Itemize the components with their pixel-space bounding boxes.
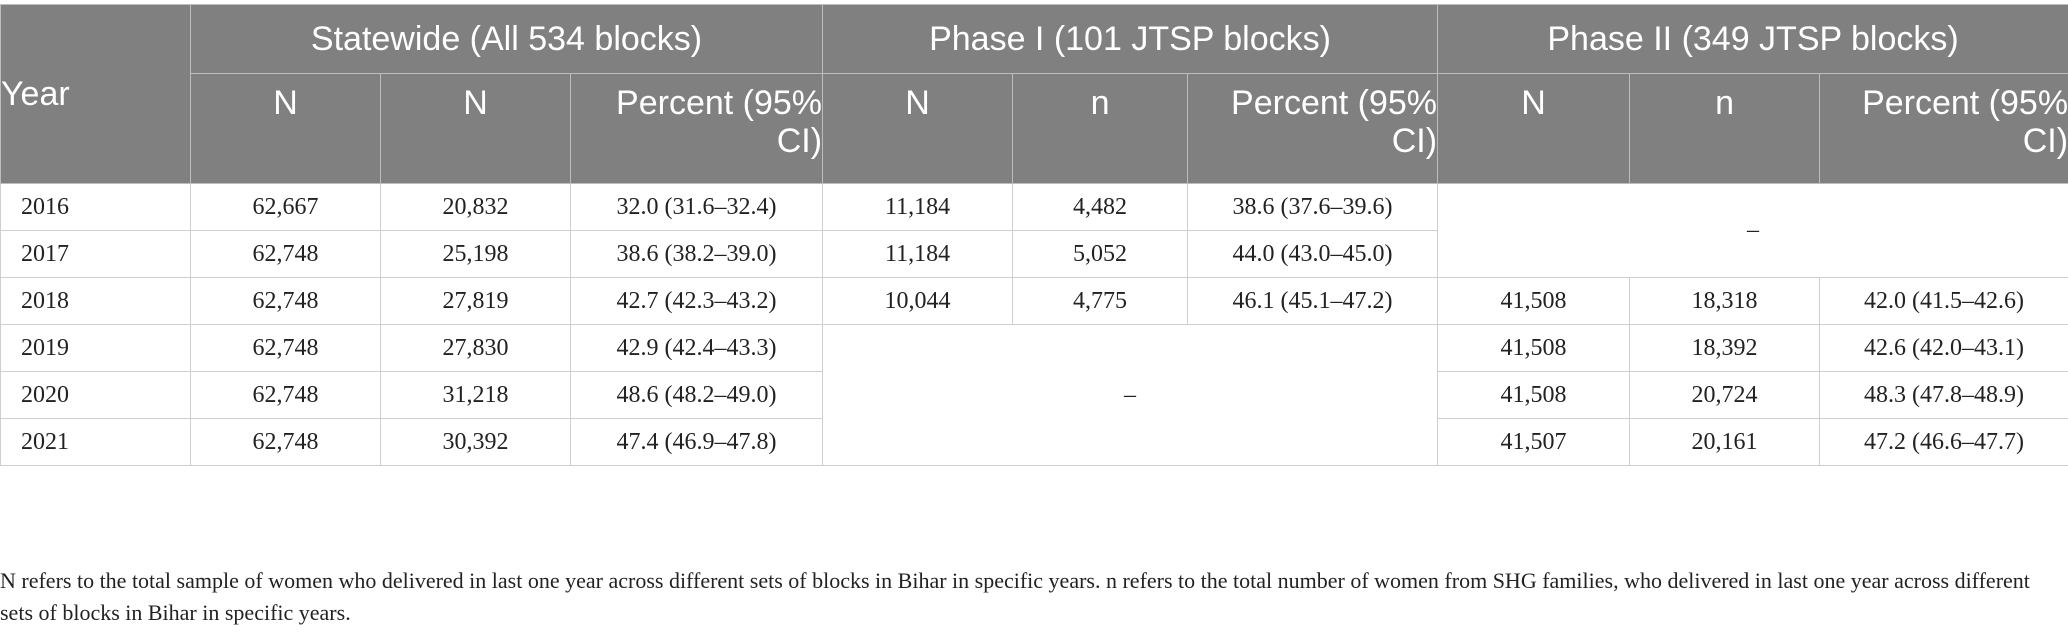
- cell: 31,218: [380, 371, 571, 419]
- phase1-n-total-header: N: [822, 73, 1014, 184]
- phase1-percent-header: Percent (95% CI): [1187, 73, 1439, 184]
- year-header: Year: [0, 4, 191, 184]
- cell: 18,392: [1629, 324, 1821, 372]
- cell: 42.6 (42.0–43.1): [1819, 324, 2068, 372]
- year-cell: 2018: [0, 277, 191, 325]
- table-body: 2016 62,667 20,832 32.0 (31.6–32.4) 11,1…: [0, 183, 2068, 466]
- cell: 32.0 (31.6–32.4): [569, 183, 824, 231]
- statewide-n-total-header: N: [190, 73, 381, 184]
- cell: 46.1 (45.1–47.2): [1187, 277, 1439, 325]
- cell: 62,748: [190, 418, 381, 466]
- cell: 4,775: [1012, 277, 1189, 325]
- phase2-group-header: Phase II (349 JTSP blocks): [1437, 4, 2068, 74]
- year-cell: 2020: [0, 371, 191, 419]
- cell: 62,667: [190, 183, 381, 231]
- table-footnote: N refers to the total sample of women wh…: [0, 568, 2030, 625]
- phase1-group-header: Phase I (101 JTSP blocks): [822, 4, 1439, 74]
- cell: 44.0 (43.0–45.0): [1187, 230, 1439, 278]
- table-row: 2018 62,748 27,819 42.7 (42.3–43.2) 10,0…: [0, 277, 2068, 325]
- statewide-percent-header: Percent (95% CI): [569, 73, 824, 184]
- year-cell: 2017: [0, 230, 191, 278]
- table-header: Year Statewide (All 534 blocks) Phase I …: [0, 4, 2068, 184]
- cell: 62,748: [190, 277, 381, 325]
- cell: 25,198: [380, 230, 571, 278]
- phase2-n-header: n: [1629, 73, 1821, 184]
- cell: 20,161: [1629, 418, 1821, 466]
- phase1-empty-cell: –: [822, 324, 1439, 466]
- year-cell: 2016: [0, 183, 191, 231]
- cell: 41,507: [1437, 418, 1631, 466]
- cell: 62,748: [190, 324, 381, 372]
- cell: 62,748: [190, 371, 381, 419]
- year-cell: 2021: [0, 418, 191, 466]
- cell: 30,392: [380, 418, 571, 466]
- cell: 42.9 (42.4–43.3): [569, 324, 824, 372]
- cell: 48.6 (48.2–49.0): [569, 371, 824, 419]
- phase1-n-header: n: [1012, 73, 1189, 184]
- cell: 48.3 (47.8–48.9): [1819, 371, 2068, 419]
- cell: 42.0 (41.5–42.6): [1819, 277, 2068, 325]
- cell: 41,508: [1437, 371, 1631, 419]
- cell: 5,052: [1012, 230, 1189, 278]
- year-cell: 2019: [0, 324, 191, 372]
- cell: 38.6 (37.6–39.6): [1187, 183, 1439, 231]
- cell: 42.7 (42.3–43.2): [569, 277, 824, 325]
- statewide-n-header: N: [380, 73, 571, 184]
- cell: 27,830: [380, 324, 571, 372]
- table-row: 2016 62,667 20,832 32.0 (31.6–32.4) 11,1…: [0, 183, 2068, 278]
- table-row: 2019 62,748 27,830 42.9 (42.4–43.3) – 41…: [0, 324, 2068, 466]
- phase2-empty-cell: –: [1437, 183, 2068, 278]
- cell: 27,819: [380, 277, 571, 325]
- table-row: 2020 62,748 31,218 48.6 (48.2–49.0) 41,5…: [0, 371, 2068, 419]
- phase2-percent-header: Percent (95% CI): [1819, 73, 2068, 184]
- cell: 20,724: [1629, 371, 1821, 419]
- cell: 47.2 (46.6–47.7): [1819, 418, 2068, 466]
- cell: 11,184: [822, 230, 1014, 278]
- statewide-group-header: Statewide (All 534 blocks): [189, 4, 824, 74]
- cell: 47.4 (46.9–47.8): [569, 418, 824, 466]
- cell: 41,508: [1437, 324, 1631, 372]
- cell: 18,318: [1629, 277, 1821, 325]
- phase2-n-total-header: N: [1437, 73, 1631, 184]
- table-row: 2021 62,748 30,392 47.4 (46.9–47.8) 41,5…: [0, 418, 2068, 466]
- cell: 4,482: [1012, 183, 1189, 231]
- cell: 38.6 (38.2–39.0): [569, 230, 824, 278]
- cell: 20,832: [380, 183, 571, 231]
- cell: 62,748: [190, 230, 381, 278]
- cell: 41,508: [1437, 277, 1631, 325]
- results-table: Year Statewide (All 534 blocks) Phase I …: [0, 4, 2068, 466]
- cell: 11,184: [822, 183, 1014, 231]
- cell: 10,044: [822, 277, 1014, 325]
